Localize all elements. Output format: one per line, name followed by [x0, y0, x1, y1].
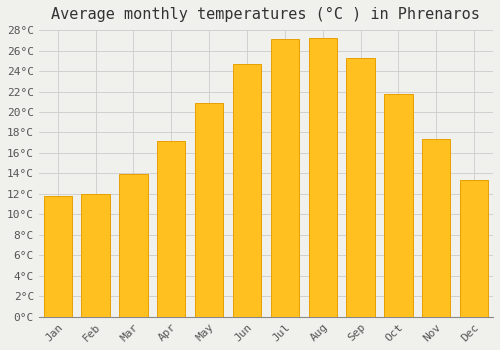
Bar — [119, 174, 148, 317]
Title: Average monthly temperatures (°C ) in Phrenaros: Average monthly temperatures (°C ) in Ph… — [52, 7, 480, 22]
Bar — [422, 139, 450, 317]
Bar — [195, 103, 224, 317]
Bar — [82, 194, 110, 317]
Bar — [233, 64, 261, 317]
Bar — [157, 141, 186, 317]
Bar — [384, 93, 412, 317]
Bar — [346, 58, 375, 317]
Bar — [460, 180, 488, 317]
Bar — [44, 196, 72, 317]
Bar — [308, 38, 337, 317]
Bar — [270, 39, 299, 317]
